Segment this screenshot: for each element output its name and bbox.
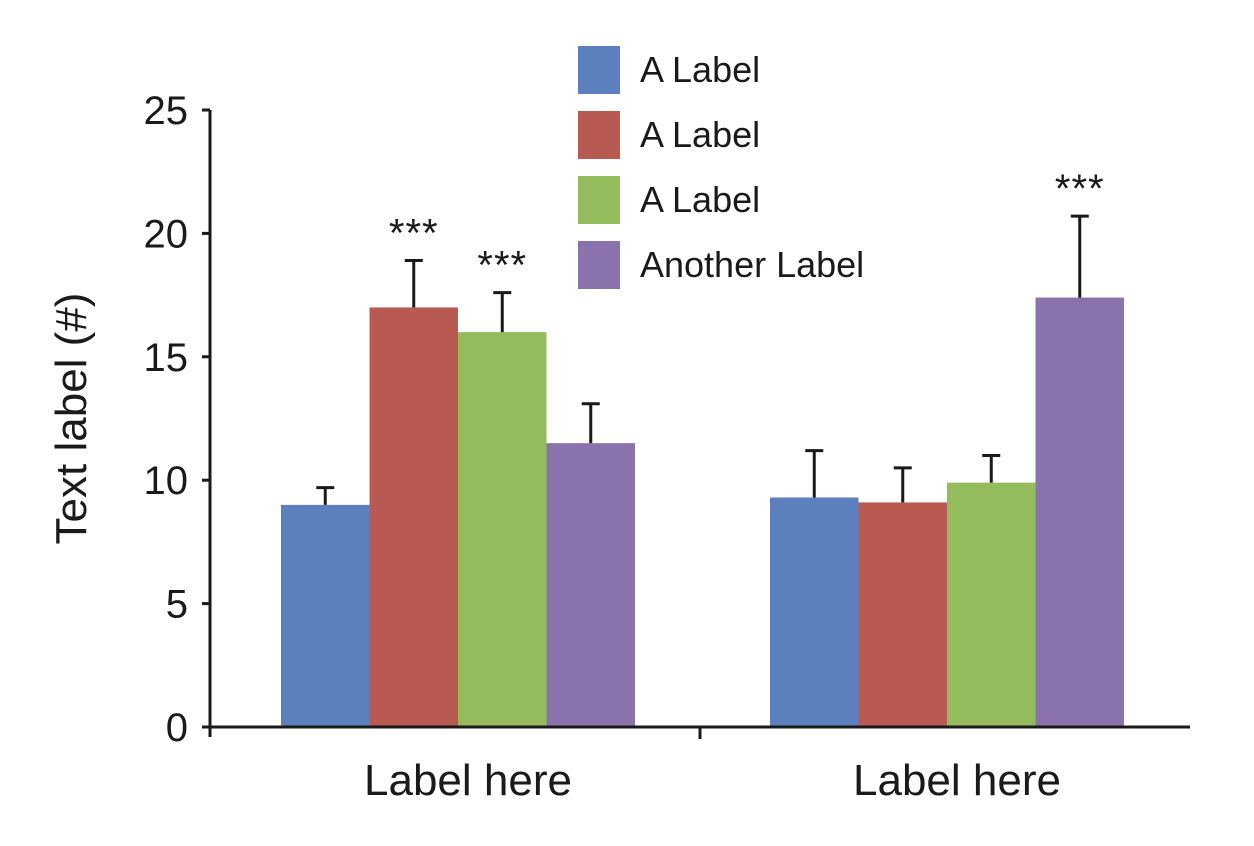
y-ticks-layer: 0 5 10 15 20 25 xyxy=(144,89,210,750)
legend-swatch xyxy=(578,46,620,94)
y-tick-label: 10 xyxy=(144,459,189,503)
y-tick-label: 5 xyxy=(166,583,188,627)
bar xyxy=(546,443,635,727)
bars-layer xyxy=(281,297,1124,727)
y-tick-label: 25 xyxy=(144,89,189,133)
bar xyxy=(858,502,947,727)
bar xyxy=(770,497,859,727)
legend-label: A Label xyxy=(640,179,760,220)
legend: A Label A Label A Label Another Label xyxy=(578,46,864,289)
bar xyxy=(281,504,370,727)
x-ticks-layer: Label here Label here xyxy=(364,727,1061,805)
bar xyxy=(369,307,458,727)
error-bars-layer xyxy=(316,214,1089,505)
x-category-label: Label here xyxy=(364,756,572,805)
y-tick-label: 0 xyxy=(166,706,188,750)
x-category-label: Label here xyxy=(853,756,1061,805)
significance-label: *** xyxy=(477,244,527,288)
legend-label: A Label xyxy=(640,114,760,155)
bar xyxy=(947,482,1036,727)
significance-layer: *** *** *** xyxy=(389,167,1105,288)
y-axis-title: Text label (#) xyxy=(47,293,96,545)
legend-swatch xyxy=(578,111,620,159)
y-tick-label: 20 xyxy=(144,212,189,256)
y-tick-label: 15 xyxy=(144,336,189,380)
legend-label: Another Label xyxy=(640,244,864,285)
bar xyxy=(458,332,547,727)
significance-label: *** xyxy=(389,212,439,256)
legend-label: A Label xyxy=(640,49,760,90)
legend-swatch xyxy=(578,176,620,224)
bar xyxy=(1035,297,1124,727)
legend-swatch xyxy=(578,241,620,289)
significance-label: *** xyxy=(1055,167,1105,211)
